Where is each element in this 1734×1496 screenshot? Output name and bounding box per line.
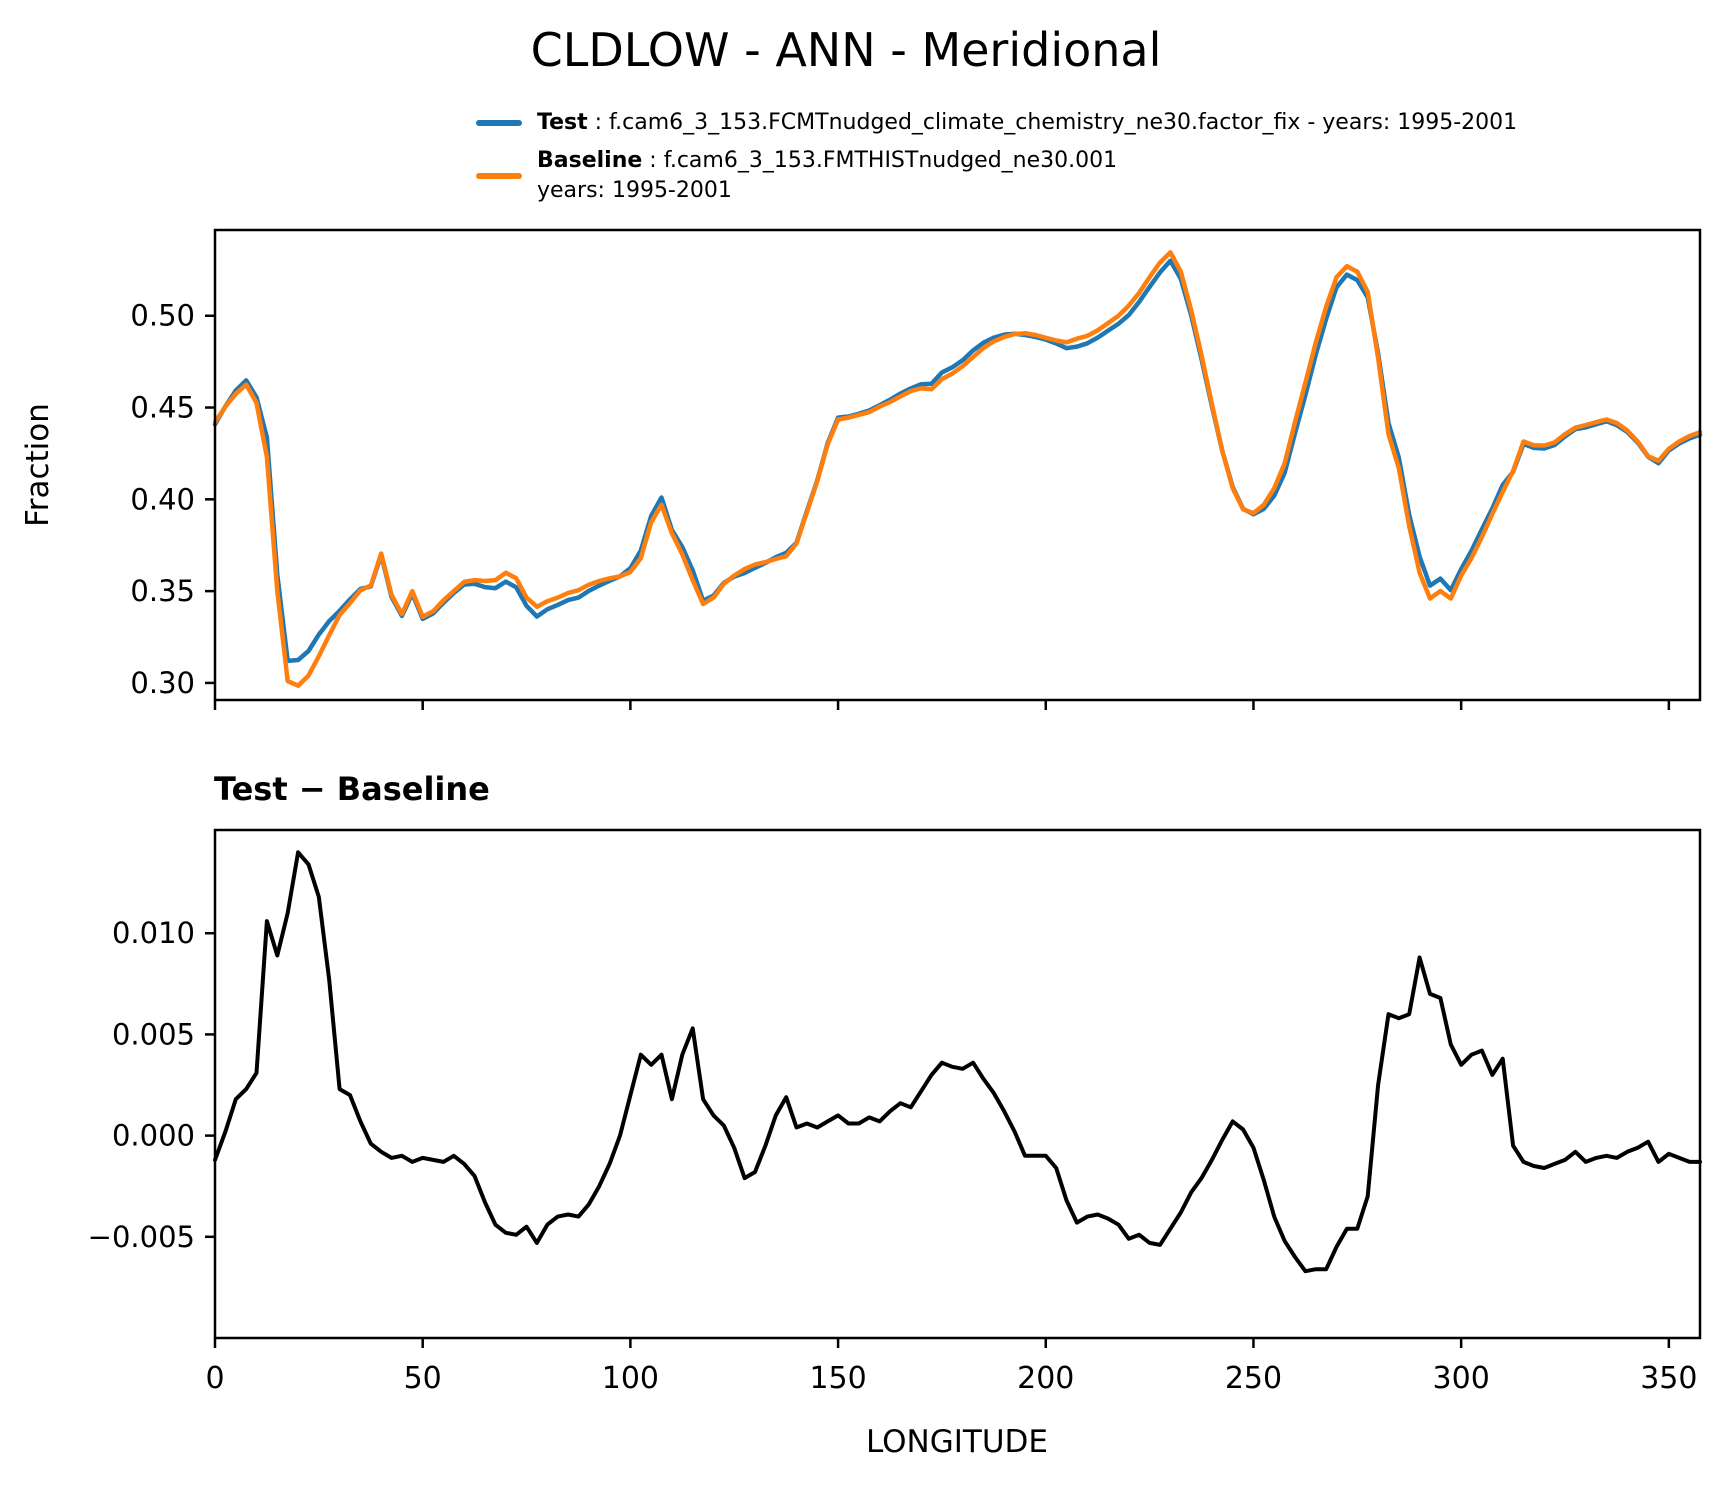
- test-baseline-series-line: [213, 850, 1702, 1274]
- top-panel-ytick-label: 0.40: [130, 482, 195, 516]
- bottom-panel-xtick-label: 200: [1017, 1361, 1074, 1396]
- bottom-panel-ytick-label: −0.005: [88, 1220, 195, 1254]
- bottom-panel-xtick-label: 300: [1433, 1361, 1490, 1396]
- legend-label-test: Test : f.cam6_3_153.FCMTnudged_climate_c…: [537, 110, 1518, 135]
- top-panel-ytick-label: 0.45: [130, 391, 195, 425]
- bottom-panel-border: [213, 828, 1702, 1340]
- diff-panel-title: Test − Baseline: [214, 770, 490, 808]
- figure-title: CLDLOW - ANN - Meridional: [530, 23, 1162, 77]
- test-line-swatch: [476, 120, 522, 126]
- baseline-series-line: [212, 250, 1703, 688]
- bottom-panel-xtick-label: 0: [205, 1361, 224, 1396]
- test-series-line: [212, 258, 1703, 664]
- legend-item-baseline: Baseline : f.cam6_3_153.FMTHISTnudged_ne…: [476, 146, 1517, 206]
- bottom-panel-ytick-label: 0.010: [112, 916, 195, 950]
- top-panel-ytick-label: 0.30: [130, 666, 195, 700]
- legend: Test : f.cam6_3_153.FCMTnudged_climate_c…: [476, 108, 1517, 206]
- y-axis-label: Fraction: [20, 403, 56, 527]
- top-panel-ytick-label: 0.35: [130, 574, 195, 608]
- top-panel-border: [213, 228, 1702, 702]
- top-panel-ytick-label: 0.50: [130, 299, 195, 333]
- bottom-panel-xtick-label: 100: [602, 1361, 659, 1396]
- bottom-panel-xtick-label: 150: [809, 1361, 866, 1396]
- x-axis-label: LONGITUDE: [866, 1424, 1048, 1460]
- baseline-line-swatch: [476, 173, 522, 179]
- bottom-panel-xtick-label: 350: [1640, 1361, 1697, 1396]
- legend-item-test: Test : f.cam6_3_153.FCMTnudged_climate_c…: [476, 108, 1517, 138]
- bottom-panel-ytick-label: 0.000: [112, 1119, 195, 1153]
- legend-label-baseline: Baseline : f.cam6_3_153.FMTHISTnudged_ne…: [537, 148, 1118, 203]
- bottom-panel-ytick-label: 0.005: [112, 1017, 195, 1051]
- bottom-panel-xtick-label: 50: [404, 1361, 442, 1396]
- bottom-panel-xtick-label: 250: [1225, 1361, 1282, 1396]
